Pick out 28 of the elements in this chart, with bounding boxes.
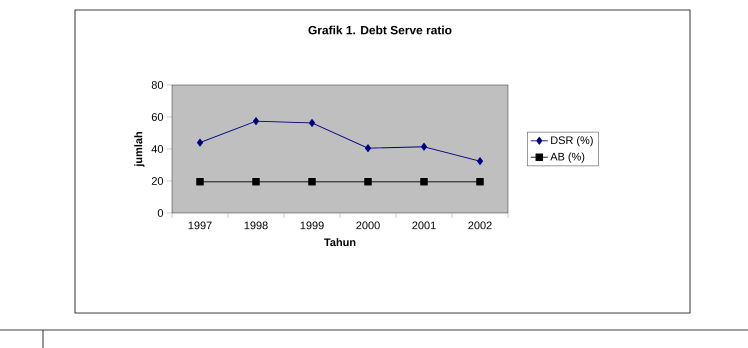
- x-tick-label: 2002: [468, 222, 492, 230]
- x-tick-label: 1997: [188, 222, 212, 230]
- point: [252, 117, 260, 126]
- y-tick-label: 40: [152, 145, 164, 153]
- y-tick-label: 20: [152, 177, 164, 185]
- y-tick-label: 0: [158, 209, 164, 217]
- x-axis-title: Tahun: [324, 238, 356, 246]
- point: [196, 138, 204, 147]
- chart-title: Grafik 1. Debt Serve ratio: [308, 26, 452, 34]
- point: [252, 178, 260, 186]
- x-tick-label: 2000: [356, 222, 380, 230]
- y-tick-label: 80: [152, 81, 164, 89]
- point: [364, 178, 372, 186]
- x-tick-label: 1998: [244, 222, 268, 230]
- point: [308, 178, 316, 186]
- point: [364, 144, 372, 152]
- legend-label: AB (%): [550, 152, 584, 163]
- point: [476, 178, 484, 186]
- legend-label: DSR (%): [551, 136, 593, 146]
- x-tick-label: 1999: [300, 222, 324, 230]
- x-tick-label: 2001: [412, 222, 436, 230]
- y-axis-title: jumlah: [134, 132, 144, 167]
- point: [196, 178, 204, 186]
- point: [420, 142, 428, 151]
- y-tick-label: 60: [152, 113, 164, 121]
- point: [476, 157, 484, 166]
- point: [308, 118, 316, 127]
- point: [420, 178, 428, 186]
